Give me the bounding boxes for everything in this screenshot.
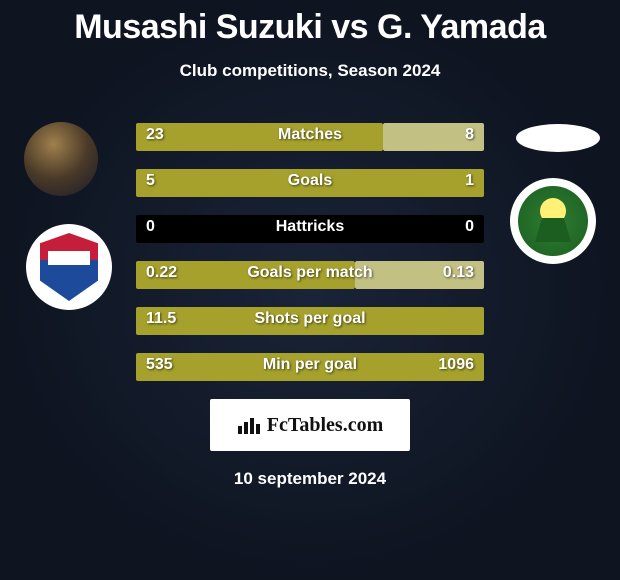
stat-right-value: 1096 — [438, 356, 474, 374]
page-title: Musashi Suzuki vs G. Yamada — [0, 0, 620, 47]
stat-right-value: 0.13 — [443, 264, 474, 282]
player1-avatar — [24, 122, 98, 196]
club-crest-icon — [518, 186, 588, 256]
stat-row: 11.5Shots per goal — [136, 307, 484, 335]
stat-row: 0.22Goals per match0.13 — [136, 261, 484, 289]
player2-avatar — [516, 124, 600, 152]
player2-club-crest — [510, 178, 596, 264]
stat-right-value: 8 — [465, 126, 474, 144]
stat-right-value: 0 — [465, 218, 474, 236]
stat-row: 0Hattricks0 — [136, 215, 484, 243]
stat-row: 5Goals1 — [136, 169, 484, 197]
bars-icon — [237, 416, 261, 434]
stat-right-value: 1 — [465, 172, 474, 190]
stat-label: Hattricks — [136, 218, 484, 236]
watermark-text: FcTables.com — [267, 414, 383, 437]
stat-row: 535Min per goal1096 — [136, 353, 484, 381]
stat-label: Min per goal — [136, 356, 484, 374]
player1-club-crest — [26, 224, 112, 310]
stat-label: Goals per match — [136, 264, 484, 282]
stat-label: Matches — [136, 126, 484, 144]
watermark: FcTables.com — [210, 399, 410, 451]
date: 10 september 2024 — [0, 469, 620, 489]
stat-label: Shots per goal — [136, 310, 484, 328]
subtitle: Club competitions, Season 2024 — [0, 61, 620, 81]
stat-label: Goals — [136, 172, 484, 190]
stat-row: 23Matches8 — [136, 123, 484, 151]
club-crest-icon — [40, 233, 98, 301]
